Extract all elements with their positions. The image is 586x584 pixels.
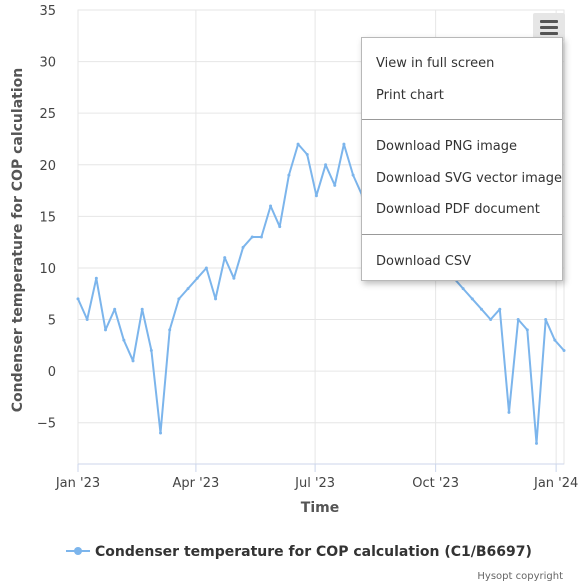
- data-point: [204, 266, 208, 270]
- data-point: [131, 359, 135, 363]
- data-point: [342, 142, 346, 146]
- y-tick-label: 0: [48, 365, 56, 380]
- data-point: [461, 287, 465, 291]
- menu-item-download-pdf[interactable]: Download PDF document: [376, 202, 540, 217]
- data-point: [351, 173, 355, 177]
- y-tick-label: −5: [37, 417, 56, 432]
- y-tick-label: 30: [39, 56, 56, 71]
- data-point: [278, 225, 282, 229]
- x-tick-label: Jan '24: [533, 476, 578, 491]
- data-point: [525, 328, 529, 332]
- data-point: [241, 245, 245, 249]
- export-menu: View in full screen Print chart Download…: [361, 37, 563, 281]
- credits[interactable]: Hysopt copyright: [477, 571, 563, 582]
- y-tick-label: 5: [48, 314, 56, 329]
- y-axis-ticks: −5 0 5 10 15 20 25 30 35: [37, 4, 56, 432]
- x-axis-ticks: Jan '23 Apr '23 Jul '23 Oct '23 Jan '24: [55, 464, 578, 491]
- menu-divider: [362, 234, 562, 235]
- hamburger-icon-bar: [540, 26, 558, 29]
- data-point: [232, 276, 236, 280]
- data-point: [223, 256, 227, 260]
- data-point: [489, 318, 493, 322]
- hamburger-icon-bar: [540, 32, 558, 35]
- data-point: [259, 235, 263, 239]
- legend-label: Condenser temperature for COP calculatio…: [95, 544, 532, 560]
- menu-divider: [362, 119, 562, 120]
- menu-item-print[interactable]: Print chart: [376, 88, 444, 103]
- data-point: [113, 307, 117, 311]
- data-point: [498, 307, 502, 311]
- data-point: [553, 338, 557, 342]
- data-point: [149, 349, 153, 352]
- y-tick-label: 35: [39, 4, 56, 19]
- data-point: [516, 318, 520, 322]
- menu-item-download-svg[interactable]: Download SVG vector image: [376, 171, 562, 186]
- data-point: [269, 204, 273, 208]
- data-point: [94, 276, 98, 280]
- data-point: [333, 183, 337, 187]
- data-point: [305, 152, 309, 156]
- data-point: [507, 410, 511, 414]
- x-axis-title: Time: [301, 500, 339, 516]
- hamburger-icon: [540, 20, 558, 23]
- y-tick-label: 25: [39, 107, 56, 122]
- data-point: [287, 173, 291, 177]
- legend-item[interactable]: Condenser temperature for COP calculatio…: [66, 544, 532, 560]
- y-tick-label: 20: [39, 159, 56, 174]
- data-point: [104, 328, 108, 332]
- data-point: [250, 235, 254, 239]
- series-line: [77, 143, 565, 445]
- x-tick-label: Jan '23: [55, 476, 100, 491]
- data-point: [544, 318, 548, 322]
- data-point: [479, 307, 483, 311]
- data-point: [159, 431, 163, 435]
- data-point: [534, 441, 538, 445]
- data-point: [177, 297, 181, 301]
- data-point: [122, 338, 126, 342]
- y-axis-title: Condenser temperature for COP calculatio…: [10, 68, 26, 412]
- data-point: [76, 297, 80, 301]
- data-point: [168, 328, 172, 332]
- menu-item-download-png[interactable]: Download PNG image: [376, 139, 518, 154]
- data-point: [85, 318, 89, 322]
- y-tick-label: 15: [39, 210, 56, 225]
- context-menu-button[interactable]: [533, 13, 565, 41]
- data-point: [195, 276, 199, 280]
- x-tick-label: Oct '23: [412, 476, 459, 491]
- menu-item-download-csv[interactable]: Download CSV: [376, 254, 471, 269]
- data-point: [324, 163, 328, 167]
- data-point: [214, 297, 218, 301]
- data-point: [314, 194, 318, 198]
- data-point: [296, 142, 300, 146]
- data-point: [186, 287, 190, 291]
- menu-item-full-screen[interactable]: View in full screen: [376, 56, 495, 71]
- data-point: [470, 297, 474, 301]
- data-point: [140, 307, 144, 311]
- x-tick-label: Jul '23: [294, 476, 335, 491]
- legend-marker-icon: [74, 547, 82, 555]
- data-point: [562, 349, 566, 352]
- x-tick-label: Apr '23: [173, 476, 220, 491]
- y-tick-label: 10: [39, 262, 56, 277]
